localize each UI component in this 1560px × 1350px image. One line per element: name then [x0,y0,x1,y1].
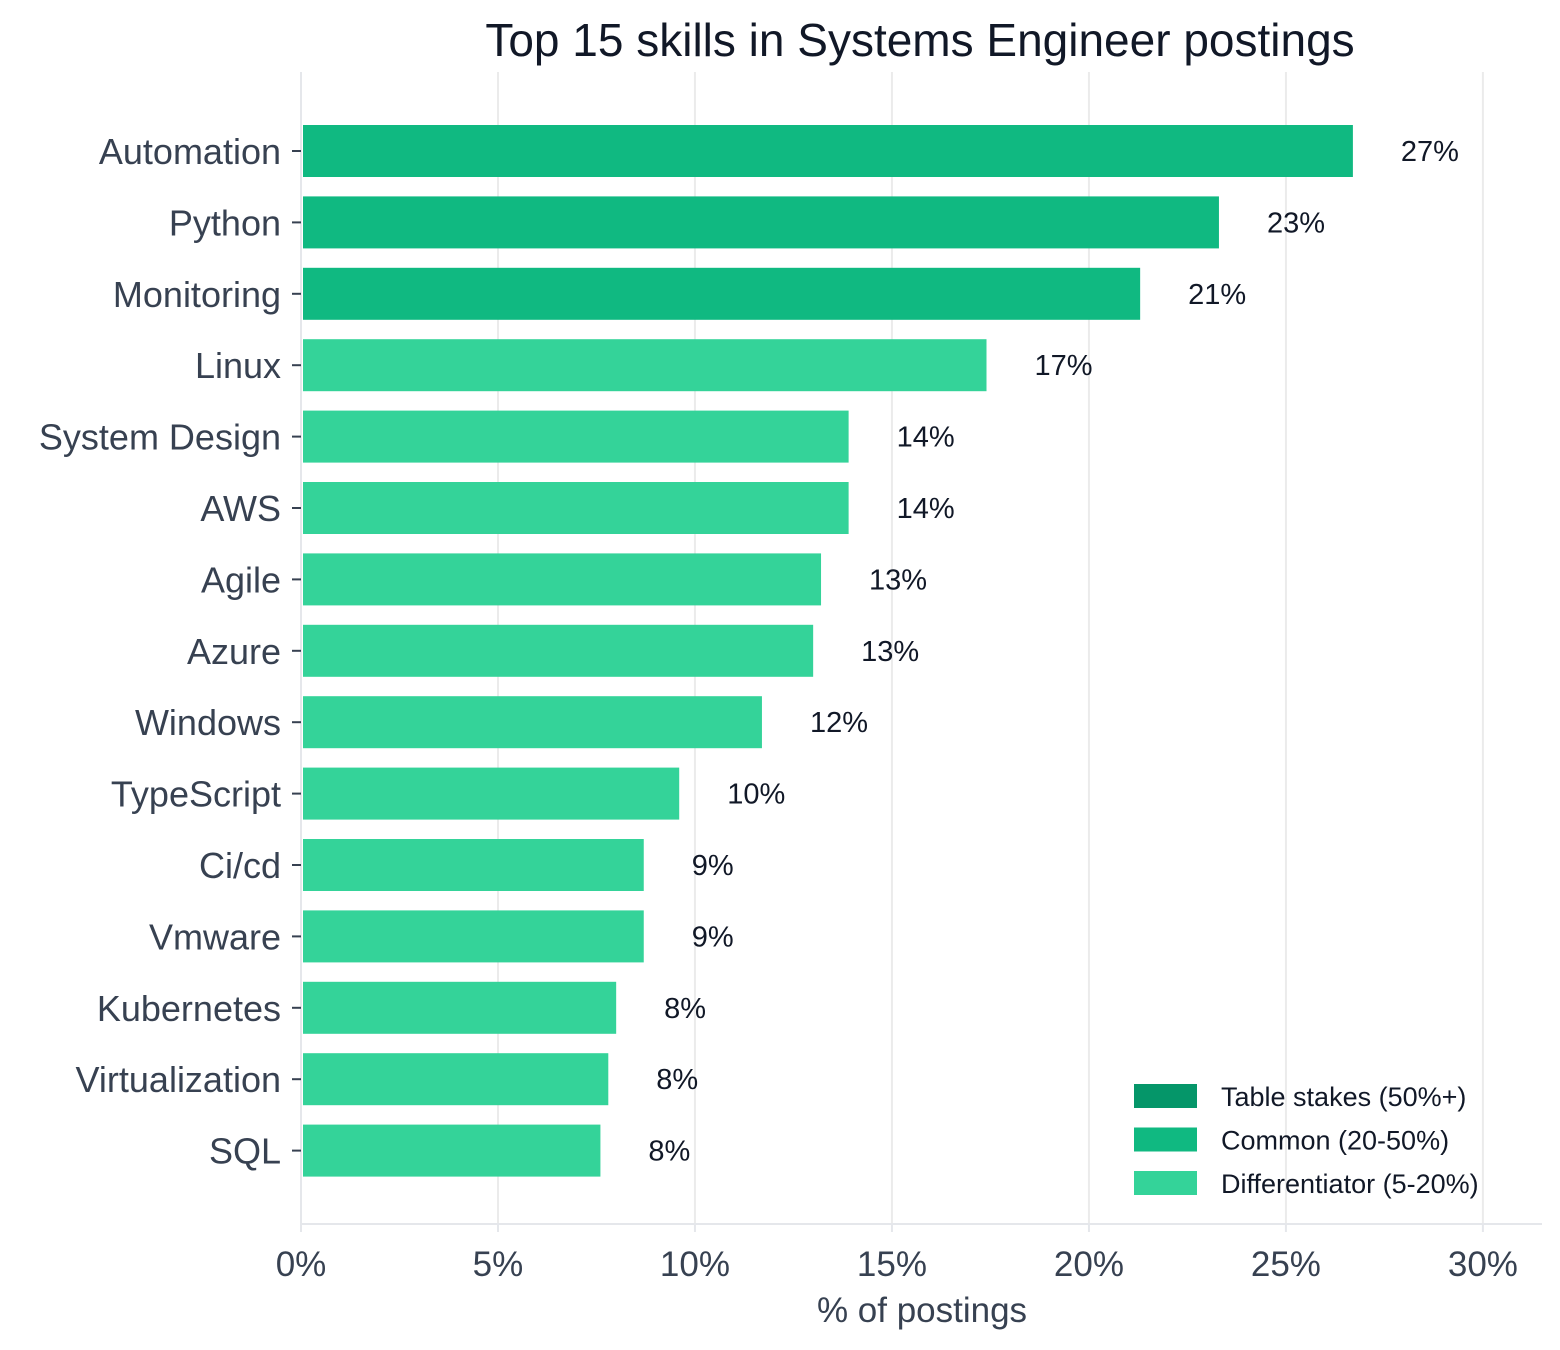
bar [303,839,644,891]
bar [303,1124,601,1177]
value-label: 17% [1035,350,1093,382]
legend-label: Differentiator (5-20%) [1221,1169,1479,1199]
x-tick-label: 25% [1251,1245,1321,1284]
legend-swatch [1134,1127,1197,1152]
bar [303,767,680,820]
value-label: 8% [656,1064,698,1096]
value-label: 9% [692,921,734,953]
x-tick-label: 0% [276,1245,327,1284]
value-label: 13% [861,636,919,668]
bar [303,125,1353,177]
category-label: TypeScript [111,774,281,815]
axes [292,72,1542,1232]
legend-swatch [1134,1171,1197,1195]
value-label: 10% [727,779,785,811]
category-label: Vmware [149,916,281,957]
bar [303,696,762,749]
value-label: 14% [897,422,955,454]
category-label: Agile [201,559,281,600]
legend-swatch [1134,1084,1197,1108]
category-label: Virtualization [76,1059,281,1100]
category-label: Python [169,202,281,243]
bar [303,196,1219,249]
category-label: Automation [99,131,281,172]
x-tick-label: 30% [1448,1245,1518,1284]
bar [303,910,644,963]
bar [303,482,849,534]
chart-title: Top 15 skills in Systems Engineer postin… [485,14,1354,66]
labels: 0% 5% 10% 15% 20% 25% 30% Automation 27% Python 23… [39,131,1518,1284]
category-label: Monitoring [113,274,281,315]
value-label: 27% [1401,136,1459,168]
legend-label: Table stakes (50%+) [1221,1082,1466,1112]
legend-label: Common (20-50%) [1221,1126,1449,1156]
bar [303,339,987,392]
category-label: Linux [195,345,281,386]
bar [303,553,822,606]
bar [303,410,849,463]
category-label: Kubernetes [97,988,281,1029]
value-label: 12% [810,707,868,739]
bars [303,125,1353,1177]
category-label: Ci/cd [199,845,281,886]
bar [303,267,1141,320]
value-label: 8% [664,993,706,1025]
category-label: AWS [200,488,281,529]
x-tick-label: 20% [1054,1245,1124,1284]
value-label: 8% [648,1136,690,1168]
x-tick-label: 10% [660,1245,730,1284]
value-label: 14% [897,493,955,525]
x-axis-title: % of postings [817,1291,1027,1330]
bar [303,981,617,1034]
value-label: 13% [869,564,927,596]
x-tick-label: 15% [857,1245,927,1284]
category-label: Windows [135,702,281,743]
category-label: Azure [187,631,281,672]
bar [303,624,814,677]
x-tick-label: 5% [473,1245,524,1284]
value-label: 9% [692,850,734,882]
bar [303,1053,609,1106]
category-label: System Design [39,417,281,458]
category-label: SQL [209,1131,281,1172]
value-label: 21% [1188,279,1246,311]
legend: Table stakes (50%+) Common (20-50%) Differ… [1134,1082,1479,1199]
value-label: 23% [1267,207,1325,239]
